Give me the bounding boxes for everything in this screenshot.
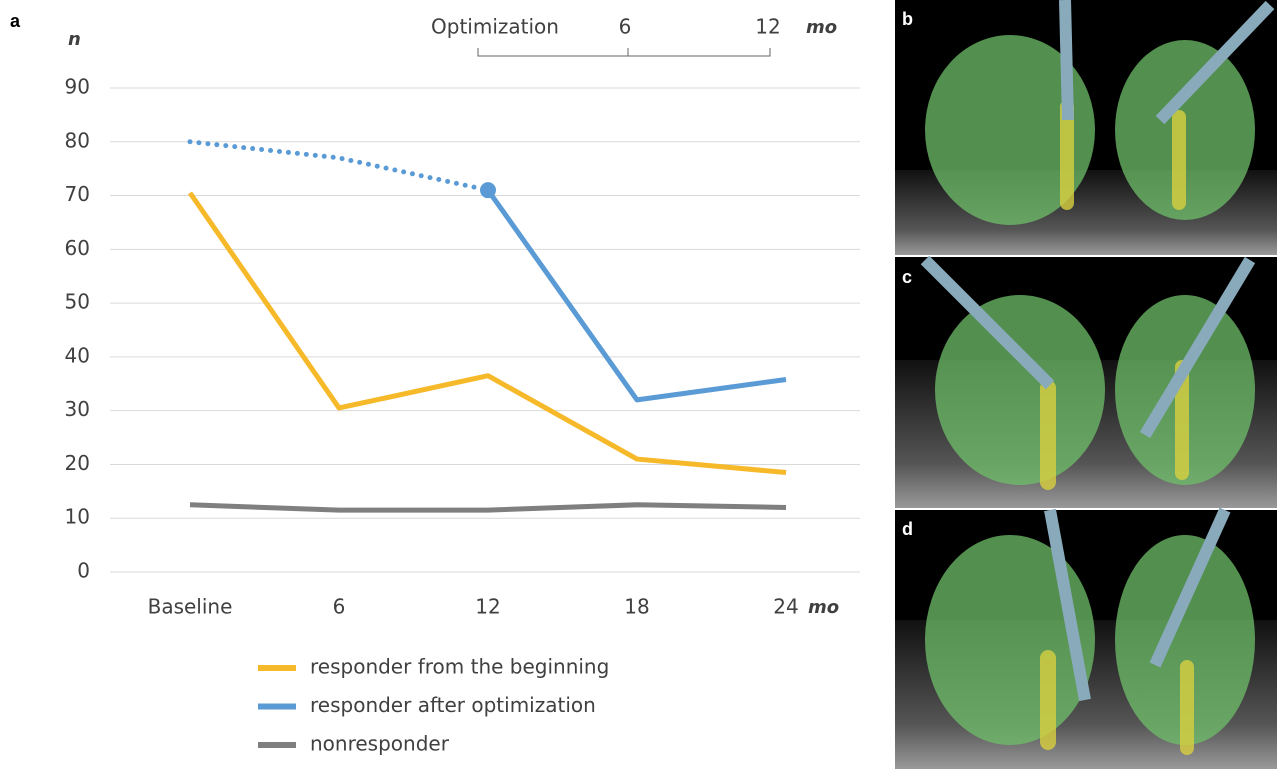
series-line (190, 193, 786, 473)
image-panel-c (895, 257, 1277, 508)
x-axis-unit: mo (808, 597, 839, 618)
x-tick-label: Baseline (148, 595, 233, 619)
series-line (488, 190, 786, 400)
y-axis-label: n (68, 29, 81, 50)
top-axis-label: Optimization (431, 15, 559, 39)
y-tick-label: 0 (77, 559, 90, 583)
y-tick-label: 80 (65, 128, 90, 152)
legend-label: nonresponder (310, 732, 450, 756)
y-tick-label: 40 (65, 343, 90, 367)
panel-label: a (10, 11, 21, 31)
top-axis-label: 12 (755, 15, 780, 39)
x-tick-label: 6 (333, 595, 346, 619)
image-panel-label: d (902, 519, 913, 539)
top-axis-bracket (478, 48, 770, 56)
y-tick-label: 20 (65, 451, 90, 475)
y-tick-label: 90 (65, 75, 90, 99)
image-panel-label: c (902, 267, 912, 287)
x-tick-label: 12 (475, 595, 500, 619)
y-tick-label: 60 (65, 236, 90, 260)
image-panel-label: b (902, 9, 913, 29)
figure: a n Optimization 6 12 mo mo (0, 0, 1277, 769)
y-tick-label: 70 (65, 182, 90, 206)
series-line (190, 505, 786, 510)
x-tick-label: 24 (773, 595, 798, 619)
y-tick-label: 50 (65, 290, 90, 314)
top-axis-label: 6 (619, 15, 632, 39)
image-panel-b (895, 0, 1277, 255)
legend-label: responder from the beginning (310, 655, 609, 679)
series-line (190, 142, 488, 190)
x-tick-label: 18 (624, 595, 649, 619)
y-tick-label: 10 (65, 505, 90, 529)
top-axis-unit: mo (806, 17, 837, 38)
image-panel-d (895, 510, 1277, 769)
y-tick-label: 30 (65, 397, 90, 421)
legend-label: responder after optimization (310, 693, 596, 717)
top-axis: Optimization 6 12 mo (431, 15, 837, 57)
